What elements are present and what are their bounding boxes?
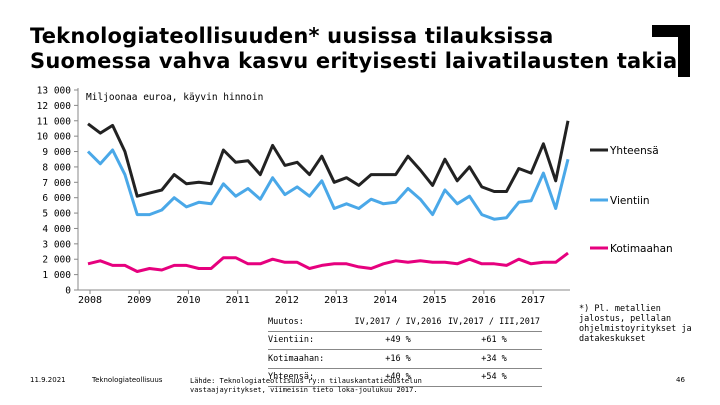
- changes-table: Muutos: IV,2017 / IV,2016 IV,2017 / III,20…: [268, 313, 542, 387]
- legend-label: Kotimaahan: [610, 243, 673, 255]
- y-tick-label: 13 000: [37, 86, 72, 97]
- y-tick-label: 10 000: [37, 132, 72, 143]
- series-group: [86, 120, 570, 273]
- title-line-2: Suomessa vahva kasvu erityisesti laivati…: [30, 49, 678, 73]
- x-tick-label: 2016: [472, 295, 496, 306]
- footer-source: Lähde: Teknologiateollisuus ry:n tilausk…: [190, 377, 422, 394]
- y-tick-label: 2 000: [42, 255, 71, 266]
- y-tick-label: 7 000: [42, 178, 71, 189]
- footer-date: 11.9.2021: [30, 376, 66, 384]
- changes-header-cell: Muutos:: [268, 313, 350, 332]
- page-title: Teknologiateollisuuden* uusissa tilauksi…: [30, 24, 678, 74]
- changes-header-cell: IV,2017 / IV,2016: [350, 313, 446, 332]
- x-tick-label: 2015: [423, 295, 447, 306]
- changes-cell: +54 %: [446, 368, 542, 387]
- y-tick-label: 0: [65, 286, 71, 297]
- series-line-vientiin: [86, 148, 570, 221]
- y-tick-label: 12 000: [37, 101, 72, 112]
- legend-label: Vientiin: [610, 195, 650, 207]
- changes-cell: Yhteensä:: [268, 368, 350, 387]
- page-number: 46: [676, 376, 685, 384]
- x-tick-label: 2011: [226, 295, 250, 306]
- changes-cell: +61 %: [446, 331, 542, 350]
- y-tick-label: 11 000: [37, 116, 72, 127]
- title-line-1: Teknologiateollisuuden* uusissa tilauksi…: [30, 24, 554, 48]
- changes-cell: +34 %: [446, 349, 542, 369]
- y-axis: 0 1 000 2 000 3 000 4 000 5 000 6 000 7 000 8 00…: [37, 86, 79, 297]
- footnote: *) Pl. metallien jalostus, pellalan ohje…: [579, 304, 692, 344]
- legend: Yhteensä Vientiin Kotimaahan: [590, 145, 673, 255]
- y-tick-label: 3 000: [42, 239, 71, 250]
- x-tick-label: 2009: [127, 295, 151, 306]
- footer-org: Teknologiateollisuus: [92, 376, 163, 384]
- legend-label: Yhteensä: [609, 145, 659, 157]
- changes-cell: Vientiin:: [268, 331, 350, 350]
- x-tick-label: 2014: [373, 295, 397, 306]
- changes-row: Kotimaahan: +16 % +34 %: [268, 349, 542, 369]
- changes-row: Vientiin: +49 % +61 %: [268, 331, 542, 350]
- changes-cell: +16 %: [350, 349, 446, 369]
- y-tick-label: 9 000: [42, 147, 71, 158]
- changes-row: Yhteensä: +40 % +54 %: [268, 368, 542, 387]
- changes-cell: Kotimaahan:: [268, 349, 350, 369]
- y-tick-label: 4 000: [42, 224, 71, 235]
- changes-header-cell: IV,2017 / III,2017: [446, 313, 542, 332]
- series-line-yhteensä: [87, 120, 570, 198]
- y-tick-label: 5 000: [42, 209, 71, 220]
- x-tick-label: 2008: [78, 295, 102, 306]
- changes-header-row: Muutos: IV,2017 / IV,2016 IV,2017 / III,20…: [268, 313, 542, 332]
- unit-label: Miljoonaa euroa, käyvin hinnoin: [86, 92, 263, 103]
- x-tick-label: 2012: [275, 295, 299, 306]
- x-axis: 2008 2009 2010 2011 2012 2013 2014 2015 2016 2017: [78, 289, 570, 306]
- changes-cell: +40 %: [350, 368, 446, 387]
- x-tick-label: 2017: [521, 295, 545, 306]
- y-tick-label: 1 000: [42, 270, 71, 281]
- x-tick-label: 2013: [324, 295, 348, 306]
- y-tick-label: 8 000: [42, 162, 71, 173]
- series-line-kotimaahan: [87, 251, 569, 273]
- changes-cell: +49 %: [350, 331, 446, 350]
- y-tick-label: 6 000: [42, 193, 71, 204]
- x-tick-label: 2010: [176, 295, 200, 306]
